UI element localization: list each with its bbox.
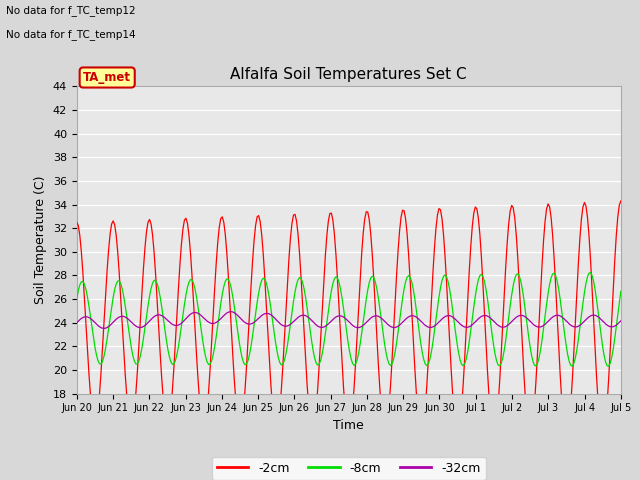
Title: Alfalfa Soil Temperatures Set C: Alfalfa Soil Temperatures Set C bbox=[230, 68, 467, 83]
X-axis label: Time: Time bbox=[333, 419, 364, 432]
Text: TA_met: TA_met bbox=[83, 71, 131, 84]
Text: No data for f_TC_temp14: No data for f_TC_temp14 bbox=[6, 29, 136, 40]
Legend: -2cm, -8cm, -32cm: -2cm, -8cm, -32cm bbox=[212, 456, 486, 480]
Text: No data for f_TC_temp12: No data for f_TC_temp12 bbox=[6, 5, 136, 16]
Y-axis label: Soil Temperature (C): Soil Temperature (C) bbox=[35, 176, 47, 304]
